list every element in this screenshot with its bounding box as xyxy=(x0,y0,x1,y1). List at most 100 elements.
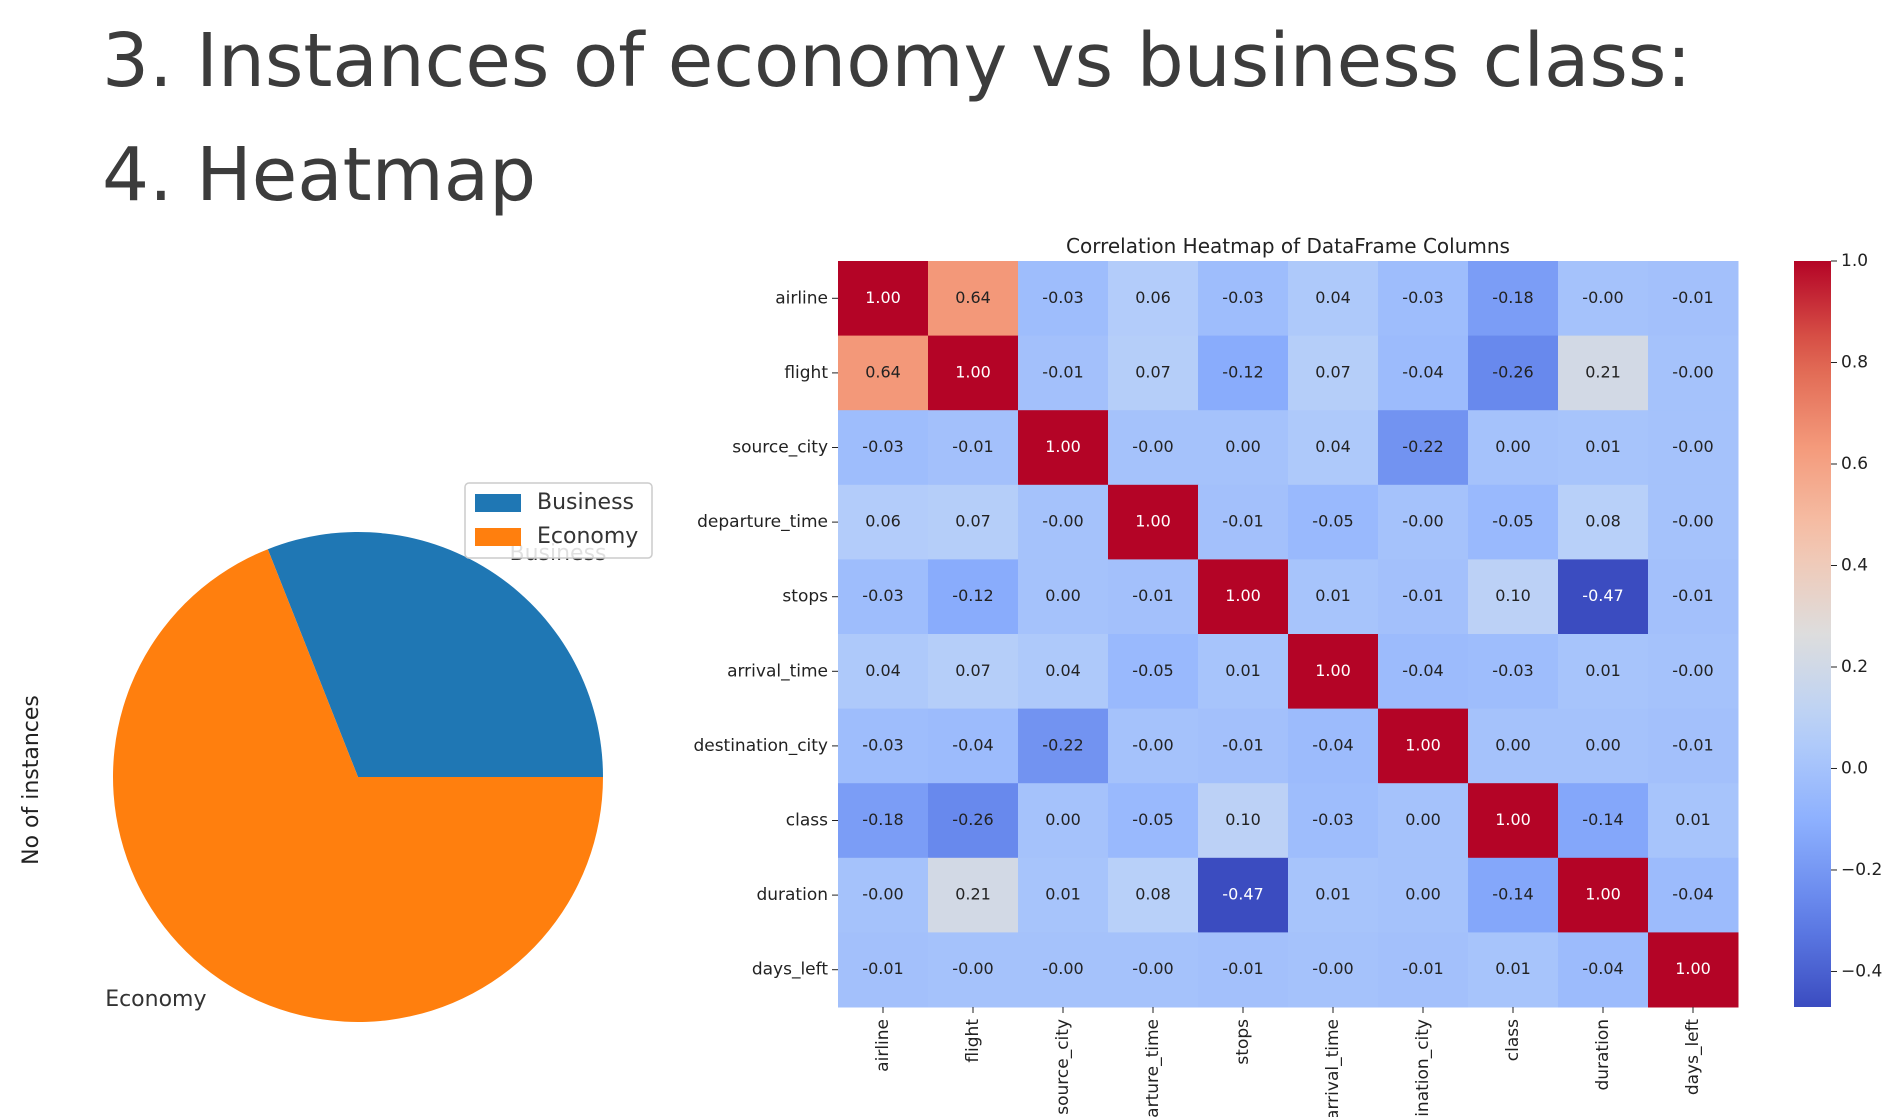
colorbar-tick-label: 0.4 xyxy=(1841,555,1868,575)
heatmap-cell-label: -0.00 xyxy=(1582,288,1623,307)
heatmap-cell-label: -0.18 xyxy=(1492,288,1533,307)
heatmap-cell-label: 0.00 xyxy=(1045,586,1081,605)
pie-label-economy: Economy xyxy=(105,987,206,1012)
heatmap-cell xyxy=(838,261,929,337)
heatmap-cell xyxy=(838,783,929,859)
heatmap-cell-label: 0.00 xyxy=(1045,810,1081,829)
heatmap-cell xyxy=(1648,559,1739,635)
heatmap-cell-label: -0.00 xyxy=(1402,512,1443,531)
heatmap-cell-label: -0.03 xyxy=(862,437,903,456)
heatmap-cell-label: 1.00 xyxy=(1045,437,1081,456)
heatmap-cell xyxy=(1288,932,1379,1008)
heatmap-cell xyxy=(1018,932,1109,1008)
heatmap-cell-label: -0.01 xyxy=(952,437,993,456)
heatmap-cell xyxy=(1108,932,1199,1008)
heatmap-cell xyxy=(1378,484,1469,560)
heatmap-cell xyxy=(1288,335,1379,411)
heatmap-cell xyxy=(928,634,1019,710)
heatmap-cell xyxy=(1198,857,1289,933)
heatmap-cell xyxy=(1288,410,1379,486)
heatmap-cell-label: 0.07 xyxy=(1135,362,1171,381)
heatmap-cell-label: -0.01 xyxy=(1132,586,1173,605)
heatmap-cell-label: 1.00 xyxy=(955,362,991,381)
heatmap-cell xyxy=(1558,634,1649,710)
heatmap-cell-label: -0.00 xyxy=(1672,362,1713,381)
heatmap-cell-label: 0.21 xyxy=(1585,362,1621,381)
heatmap-cell xyxy=(1108,410,1199,486)
heatmap-cell xyxy=(1378,634,1469,710)
pie-ylabel: No of instances xyxy=(19,695,44,865)
heatmap-cell xyxy=(838,559,929,635)
heatmap-cell-label: -0.01 xyxy=(1672,586,1713,605)
heatmap-cell-label: -0.01 xyxy=(1672,288,1713,307)
heatmap-cell xyxy=(1288,783,1379,859)
pie-chart: Business Economy No of instances Business Ec… xyxy=(19,482,653,1022)
heatmap-cell-label: -0.01 xyxy=(1222,959,1263,978)
heatmap-cell xyxy=(1558,708,1649,784)
heatmap-cell xyxy=(1378,559,1469,635)
heatmap-cell xyxy=(838,634,929,710)
heatmap-cell xyxy=(928,932,1019,1008)
heatmap-cell-label: -0.01 xyxy=(1222,512,1263,531)
legend-label-business: Business xyxy=(537,490,634,515)
heatmap-cell-label: 1.00 xyxy=(1135,512,1171,531)
heatmap-cell-label: 0.08 xyxy=(1585,512,1621,531)
heatmap-cell xyxy=(1288,857,1379,933)
legend-label-economy: Economy xyxy=(537,524,638,549)
heatmap-cell xyxy=(928,484,1019,560)
heatmap-cell xyxy=(928,708,1019,784)
heatmap-cell xyxy=(1018,484,1109,560)
heatmap-cell xyxy=(838,484,929,560)
heatmap-cell xyxy=(1468,559,1559,635)
colorbar-tick-label: 0.0 xyxy=(1841,758,1868,778)
heatmap-cell xyxy=(1288,261,1379,337)
heatmap-cell-label: -0.18 xyxy=(862,810,903,829)
heatmap-cell-label: -0.04 xyxy=(1672,885,1713,904)
heatmap-cell-label: -0.04 xyxy=(952,735,993,754)
heatmap-col-label: airline xyxy=(873,1019,893,1072)
heatmap-cell xyxy=(1558,932,1649,1008)
heatmap-cell-label: 0.04 xyxy=(1315,288,1351,307)
heatmap-cell-label: 1.00 xyxy=(1585,885,1621,904)
heatmap-cell-label: -0.04 xyxy=(1312,735,1353,754)
heatmap-cell xyxy=(1018,559,1109,635)
colorbar-tick-label: −0.2 xyxy=(1841,860,1882,880)
heatmap-col-label: duration xyxy=(1593,1019,1613,1091)
heatmap-cell-label: 0.00 xyxy=(1585,735,1621,754)
heatmap-col-label: source_city xyxy=(1053,1019,1073,1115)
heatmap-cell-label: 1.00 xyxy=(865,288,901,307)
heatmap-cell xyxy=(1108,335,1199,411)
heatmap-cell-label: -0.01 xyxy=(1222,735,1263,754)
heatmap-cell-label: -0.03 xyxy=(862,586,903,605)
heatmap-cell-label: 1.00 xyxy=(1405,735,1441,754)
heatmap-cell xyxy=(1468,708,1559,784)
heatmap-cell-label: -0.03 xyxy=(862,735,903,754)
heatmap-row-label: duration xyxy=(756,885,828,905)
heatmap-cell xyxy=(1108,857,1199,933)
heatmap-cell xyxy=(1468,261,1559,337)
heatmap-cell xyxy=(1018,261,1109,337)
pie-slice-economy xyxy=(112,549,604,1022)
heatmap-cell-label: -0.00 xyxy=(1132,735,1173,754)
heatmap-cell-label: 0.01 xyxy=(1315,586,1351,605)
heatmap-row-label: airline xyxy=(775,288,828,308)
heatmap-cell-label: 0.04 xyxy=(1045,661,1081,680)
heatmap-row-label: days_left xyxy=(752,960,828,980)
heatmap-cell xyxy=(1198,335,1289,411)
heatmap-row-label: stops xyxy=(782,587,828,607)
heatmap-cell-label: 0.64 xyxy=(865,362,901,381)
heatmap-cell-label: 0.04 xyxy=(865,661,901,680)
heatmap-cell-label: 0.00 xyxy=(1405,885,1441,904)
heatmap-cell xyxy=(838,857,929,933)
heatmap-cell xyxy=(1558,484,1649,560)
colorbar-tick-label: 0.2 xyxy=(1841,657,1868,677)
heatmap-cell-label: -0.01 xyxy=(862,959,903,978)
heatmap-cell-label: 0.10 xyxy=(1225,810,1261,829)
heatmap-cell-label: -0.03 xyxy=(1402,288,1443,307)
heatmap-cell xyxy=(1378,932,1469,1008)
heatmap-cell-label: 0.04 xyxy=(1315,437,1351,456)
heatmap-cell xyxy=(1378,783,1469,859)
heatmap-cell-label: -0.12 xyxy=(952,586,993,605)
heatmap-cell-label: 0.00 xyxy=(1495,735,1531,754)
heatmap-cell xyxy=(1648,410,1739,486)
